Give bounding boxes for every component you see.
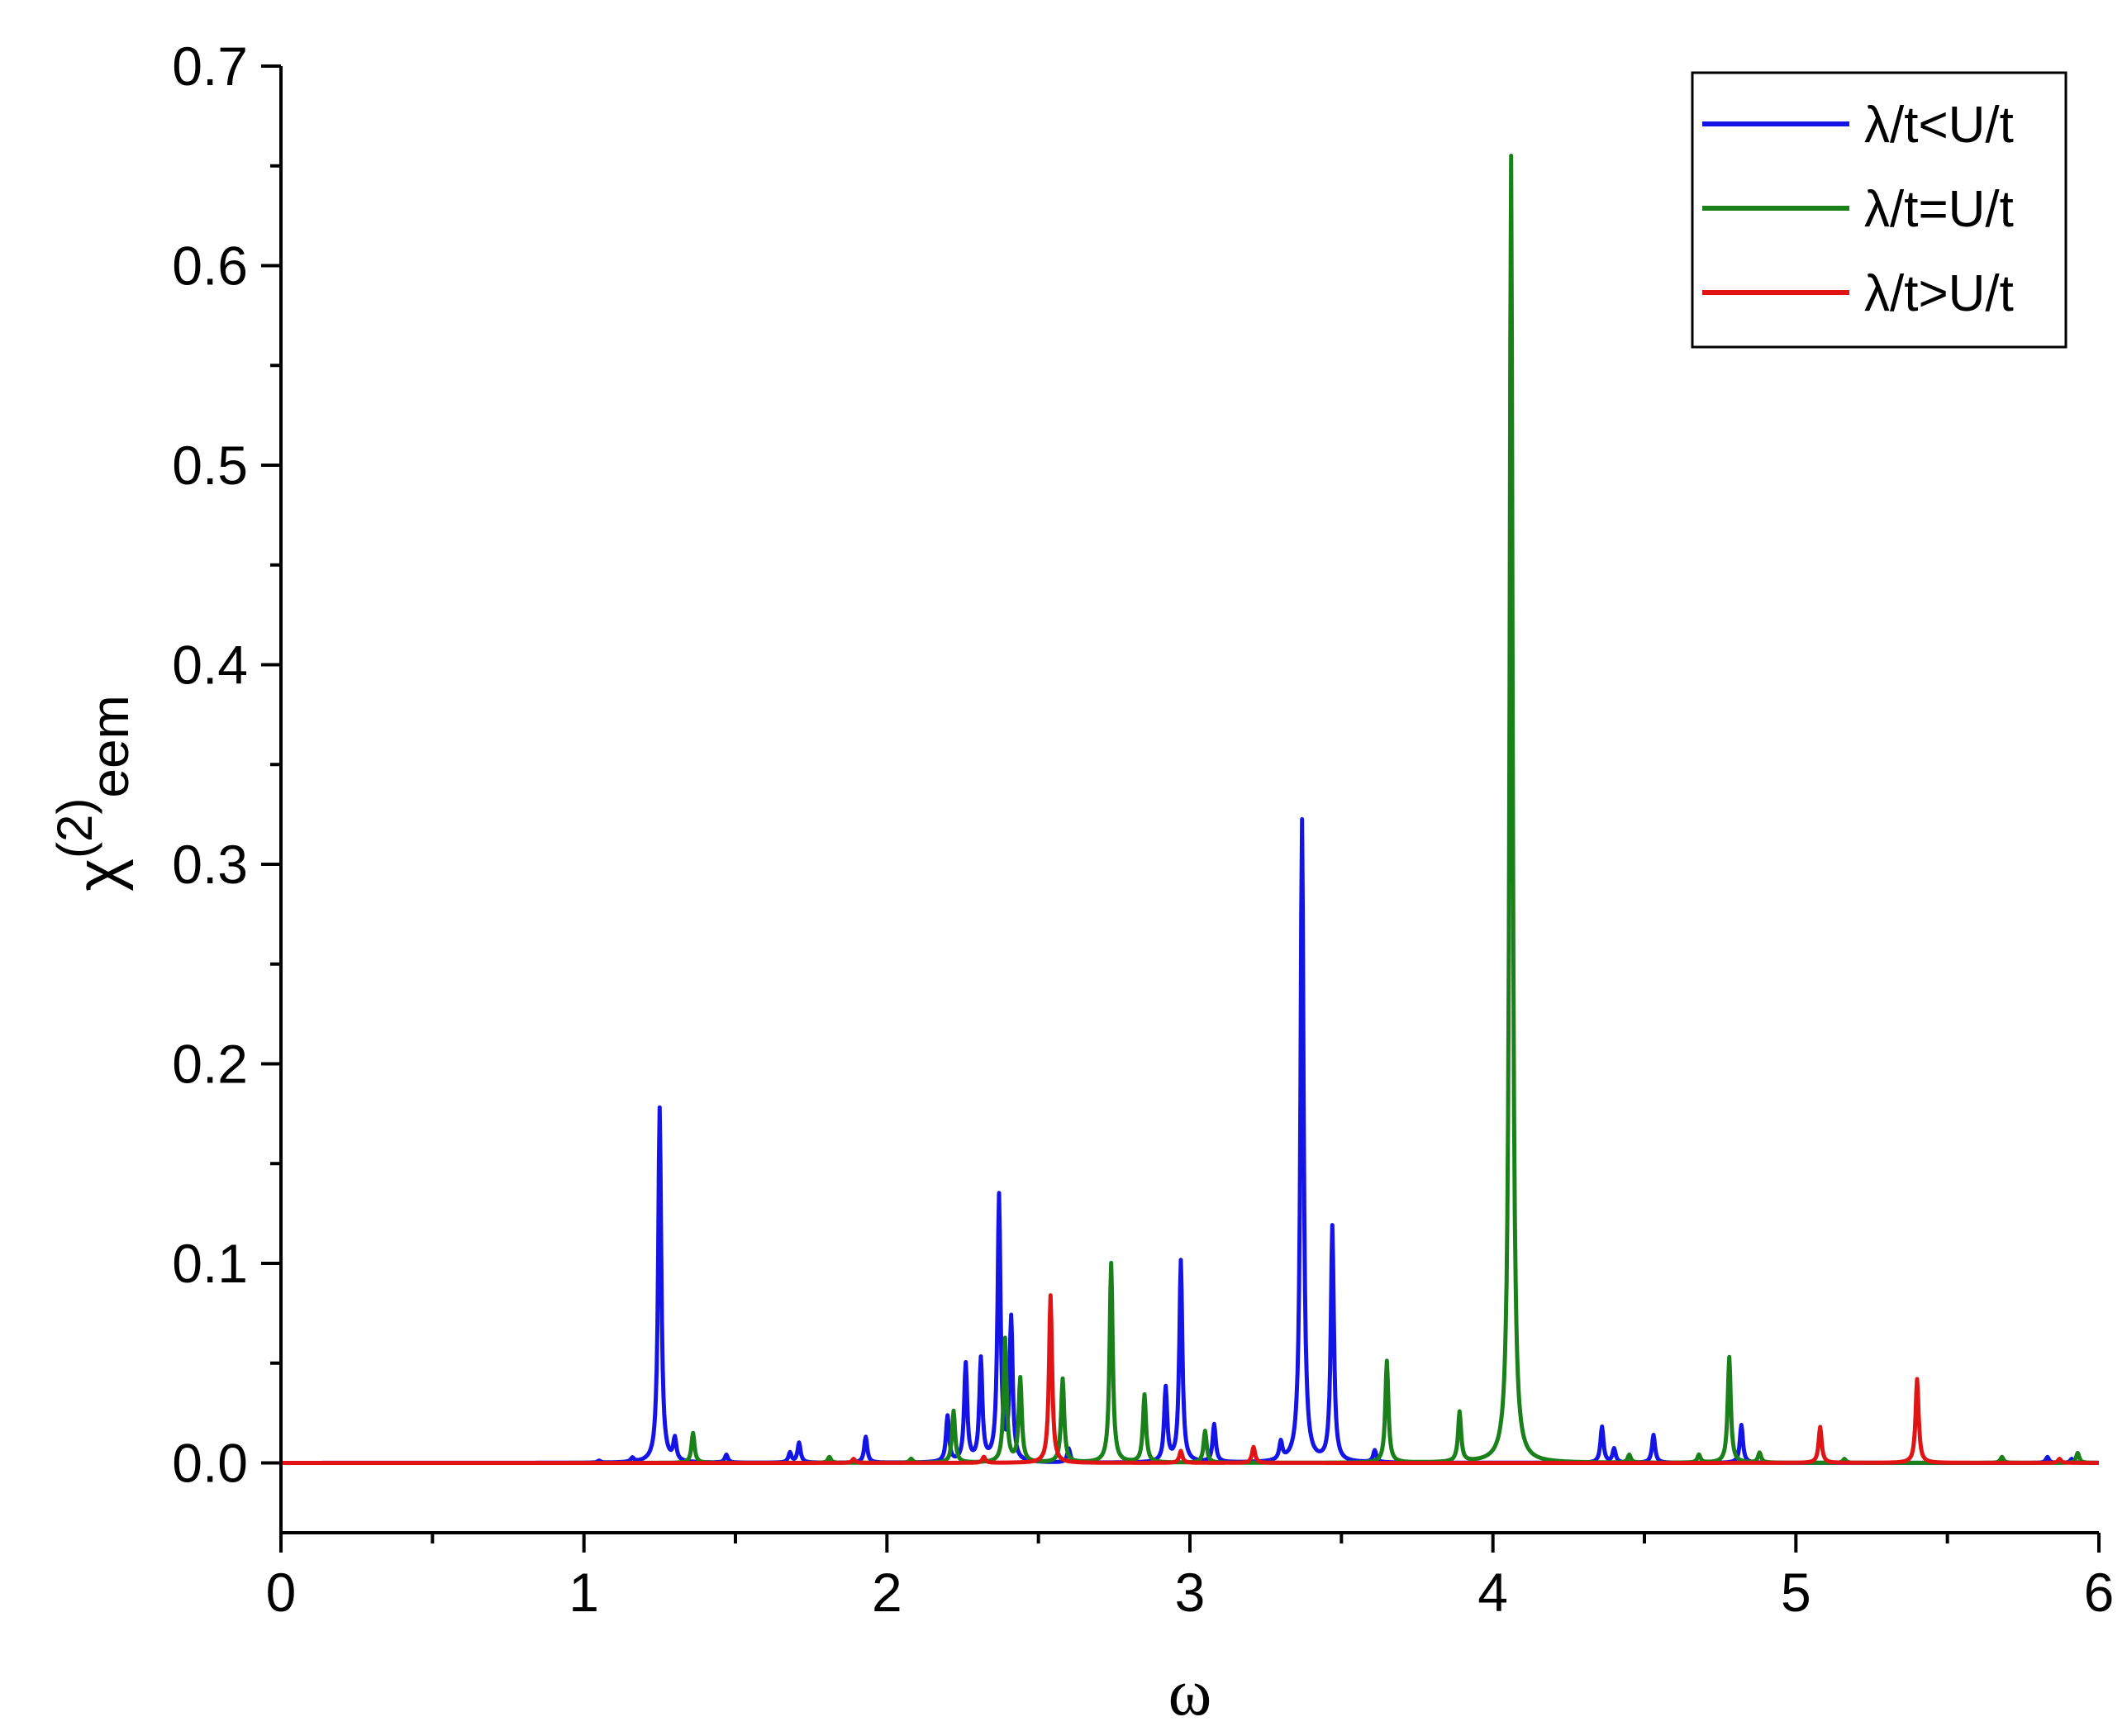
- y-tick-label: 0.3: [172, 834, 248, 895]
- y-label-subscript: eem: [80, 695, 140, 798]
- plot-area: [279, 154, 2101, 1465]
- y-tick-label: 0.0: [172, 1432, 248, 1493]
- legend-label: λ/t=U/t: [1864, 181, 2014, 238]
- series-line-3: [279, 1293, 2101, 1465]
- x-tick-label: 0: [266, 1562, 297, 1623]
- y-tick-label: 0.5: [172, 435, 248, 496]
- y-label-superscript: (2): [47, 798, 102, 858]
- y-tick-label: 0.2: [172, 1033, 248, 1094]
- series-line-1: [279, 817, 2101, 1465]
- x-axis-label: ω: [1168, 1657, 1212, 1729]
- x-tick-label: 4: [1477, 1562, 1508, 1623]
- y-tick-label: 0.6: [172, 235, 248, 296]
- x-tick-label: 2: [872, 1562, 902, 1623]
- x-tick-label: 6: [2084, 1562, 2115, 1623]
- y-axis-label: χ(2)eem: [47, 695, 140, 892]
- legend-label: λ/t>U/t: [1864, 265, 2014, 322]
- x-tick-label: 5: [1781, 1562, 1811, 1623]
- x-tick-label: 1: [569, 1562, 599, 1623]
- ticks: 0 1 2 3 4 5 6 0.0 0.1 0.2 0.3 0.4 0.5 0.6 0.7: [172, 36, 2114, 1623]
- x-tick-label: 3: [1175, 1562, 1206, 1623]
- y-tick-label: 0.7: [172, 36, 248, 97]
- y-tick-label: 0.1: [172, 1233, 248, 1294]
- axis-labels: ω χ(2)eem: [47, 695, 1211, 1729]
- legend-label: λ/t<U/t: [1864, 97, 2014, 154]
- series-line-2: [279, 154, 2101, 1465]
- legend: λ/t<U/t λ/t=U/t λ/t>U/t: [1691, 71, 2068, 349]
- y-label-base: χ: [64, 858, 134, 892]
- y-tick-label: 0.4: [172, 634, 248, 695]
